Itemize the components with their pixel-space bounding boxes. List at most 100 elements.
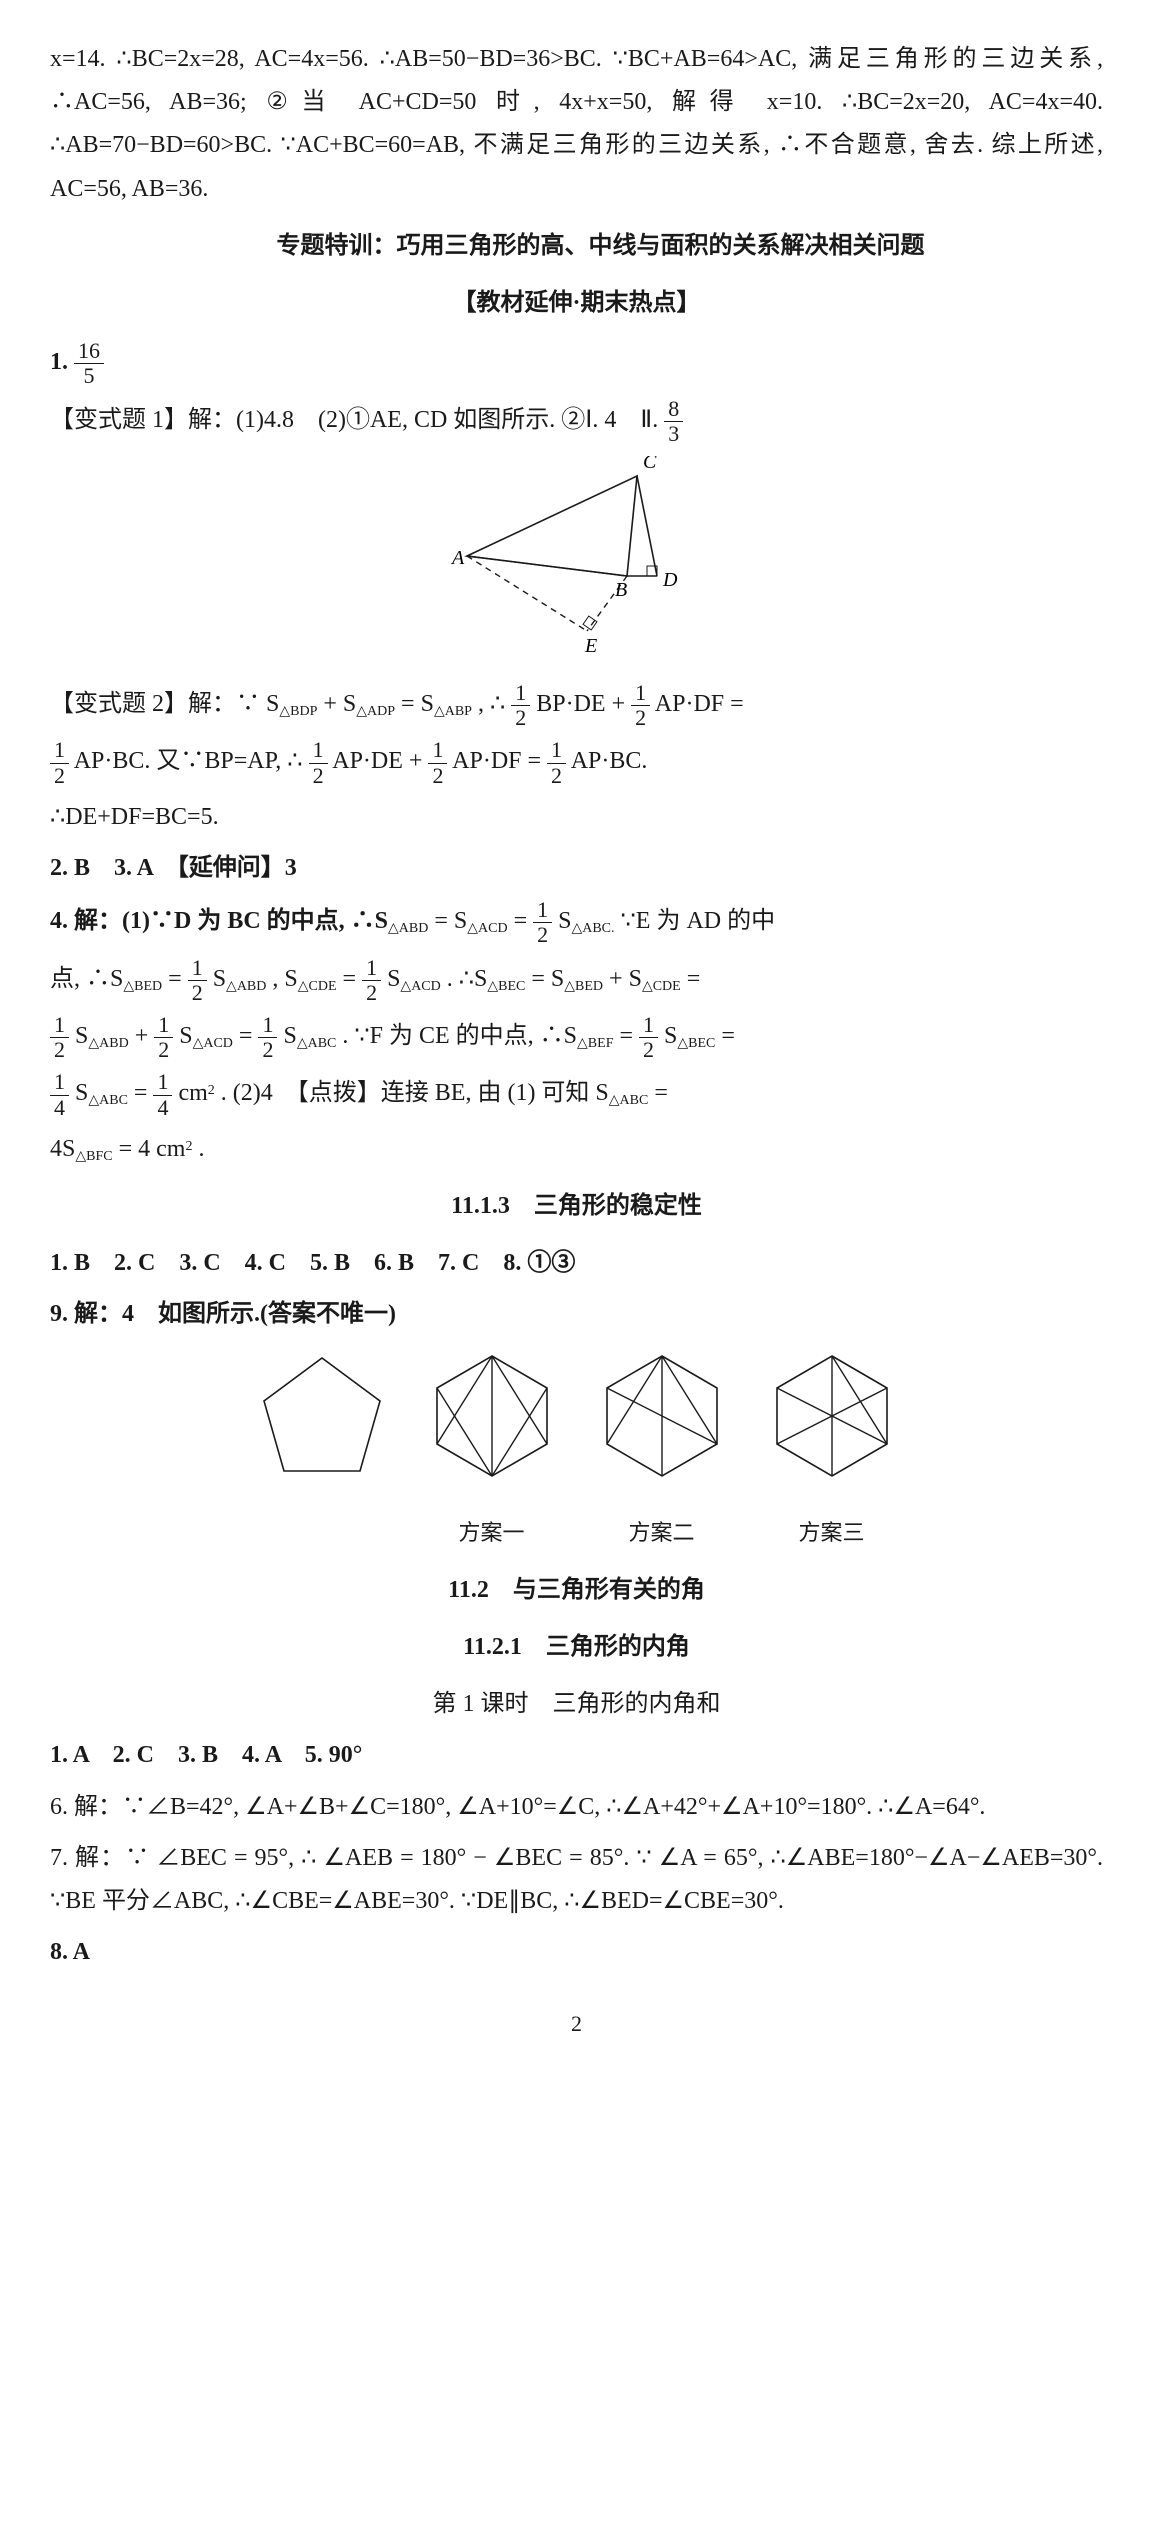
svg-text:E: E xyxy=(584,635,597,656)
sq: 2 xyxy=(208,1084,215,1099)
t: S xyxy=(664,1023,677,1049)
svg-text:C: C xyxy=(643,456,657,473)
t: S xyxy=(213,966,226,992)
variant-2-line1: 【变式题 2】解：∵ S△BDP + S△ADP = S△ABP , ∴ 12 … xyxy=(50,681,1103,730)
t: ∵E 为 AD 的中 xyxy=(621,908,776,934)
lesson-1-title: 第 1 课时 三角形的内角和 xyxy=(50,1683,1103,1726)
s: △ACD xyxy=(193,1036,233,1051)
d: 2 xyxy=(50,1038,69,1062)
t: = xyxy=(619,1023,639,1049)
s: △ABC. xyxy=(571,921,614,936)
hexagon-plan3 xyxy=(762,1346,902,1486)
den: 3 xyxy=(664,422,683,446)
t: = xyxy=(134,1081,154,1107)
t: = xyxy=(239,1023,259,1049)
svg-text:B: B xyxy=(615,579,627,601)
d: 2 xyxy=(533,923,552,947)
t: AP·DE + xyxy=(332,749,422,775)
n: 1 xyxy=(428,738,447,763)
t: S xyxy=(387,966,400,992)
hexagon-plan1 xyxy=(422,1346,562,1486)
q8a: 8. A xyxy=(50,1931,1103,1974)
n: 1 xyxy=(50,1013,69,1038)
t: AP·BC. xyxy=(571,749,648,775)
n: 1 xyxy=(631,681,650,706)
t: + S xyxy=(609,966,642,992)
t: = xyxy=(721,1023,735,1049)
s: △ABC xyxy=(609,1094,649,1109)
s: △BEC xyxy=(487,979,525,994)
sub: △BDP xyxy=(279,704,317,719)
subtitle: 【教材延伸·期末热点】 xyxy=(50,282,1103,325)
row-2-3: 2. B 3. A 【延伸问】3 xyxy=(50,847,1103,890)
num: 8 xyxy=(664,397,683,422)
sub: △ABP xyxy=(434,704,472,719)
svg-text:A: A xyxy=(450,547,465,569)
t: S xyxy=(75,1023,88,1049)
d: 2 xyxy=(309,764,328,788)
variant-1-frac: 8 3 xyxy=(664,397,683,446)
variant-1-text: 【变式题 1】解：(1)4.8 (2)①AE, CD 如图所示. ②Ⅰ. 4 Ⅱ… xyxy=(50,407,658,433)
t: S xyxy=(179,1023,192,1049)
section-112: 11.2 与三角形有关的角 xyxy=(50,1569,1103,1612)
s: △BED xyxy=(564,979,603,994)
n: 1 xyxy=(188,956,207,981)
t: = xyxy=(687,966,701,992)
d: 2 xyxy=(511,706,530,730)
t: = xyxy=(514,908,534,934)
q4-line3: 12 S△ABD + 12 S△ACD = 12 S△ABC . ∵F 为 CE… xyxy=(50,1013,1103,1062)
t: = xyxy=(343,966,363,992)
n: 1 xyxy=(153,1070,172,1095)
d: 2 xyxy=(362,981,381,1005)
t: . ∴S xyxy=(447,966,488,992)
t: = S xyxy=(531,966,564,992)
n: 1 xyxy=(362,956,381,981)
t: BP·DE + xyxy=(536,691,625,717)
n: 1 xyxy=(258,1013,277,1038)
answers-1113: 1. B 2. C 3. C 4. C 5. B 6. B 7. C 8. ①③ xyxy=(50,1242,1103,1285)
t: + xyxy=(135,1023,155,1049)
n: 1 xyxy=(511,681,530,706)
s: △BED xyxy=(123,979,162,994)
caption-plan3: 方案三 xyxy=(762,1513,902,1553)
variant-1: 【变式题 1】解：(1)4.8 (2)①AE, CD 如图所示. ②Ⅰ. 4 Ⅱ… xyxy=(50,397,1103,446)
n: 1 xyxy=(50,738,69,763)
t: = S xyxy=(434,908,467,934)
t: 4. 解：(1)∵D 为 BC 的中点, ∴S xyxy=(50,908,388,934)
d: 2 xyxy=(154,1038,173,1062)
s: △ACD xyxy=(467,921,507,936)
answers-1121: 1. A 2. C 3. B 4. A 5. 90° xyxy=(50,1734,1103,1777)
hexagon-plan2 xyxy=(592,1346,732,1486)
q4-line1: 4. 解：(1)∵D 为 BC 的中点, ∴S△ABD = S△ACD = 12… xyxy=(50,898,1103,947)
t: AP·BC. 又∵BP=AP, ∴ xyxy=(74,749,303,775)
q1-label: 1. xyxy=(50,349,68,375)
caption-plan2: 方案二 xyxy=(592,1513,732,1553)
t: = 4 cm xyxy=(119,1136,186,1162)
d: 2 xyxy=(428,764,447,788)
paragraph-continuation: x=14. ∴BC=2x=28, AC=4x=56. ∴AB=50−BD=36>… xyxy=(50,38,1103,211)
pentagon-plain xyxy=(252,1346,392,1486)
t: + S xyxy=(323,691,356,717)
n: 1 xyxy=(309,738,328,763)
n: 1 xyxy=(547,738,566,763)
polygon-figures xyxy=(50,1346,1103,1501)
t: 点, ∴S xyxy=(50,966,123,992)
t: . ∵F 为 CE 的中点, ∴S xyxy=(342,1023,577,1049)
s: △ABD xyxy=(226,979,266,994)
s: △CDE xyxy=(642,979,681,994)
s: △ABD xyxy=(388,921,428,936)
t: 4S xyxy=(50,1136,75,1162)
t: cm xyxy=(178,1081,207,1107)
t: = S xyxy=(401,691,434,717)
t: 【变式题 2】解：∵ S xyxy=(50,691,279,717)
q4-line2: 点, ∴S△BED = 12 S△ABD , S△CDE = 12 S△ACD … xyxy=(50,956,1103,1005)
triangle-figure: A B C D E xyxy=(50,456,1103,671)
q4-line4: 14 S△ABC = 14 cm2 . (2)4 【点拨】连接 BE, 由 (1… xyxy=(50,1070,1103,1119)
special-topic-title: 专题特训：巧用三角形的高、中线与面积的关系解决相关问题 xyxy=(50,225,1103,268)
s: △ABD xyxy=(88,1036,128,1051)
section-1113: 11.1.3 三角形的稳定性 xyxy=(50,1185,1103,1228)
d: 2 xyxy=(50,764,69,788)
variant-2-line2: 12 AP·BC. 又∵BP=AP, ∴ 12 AP·DE + 12 AP·DF… xyxy=(50,738,1103,787)
d: 2 xyxy=(631,706,650,730)
n: 1 xyxy=(639,1013,658,1038)
